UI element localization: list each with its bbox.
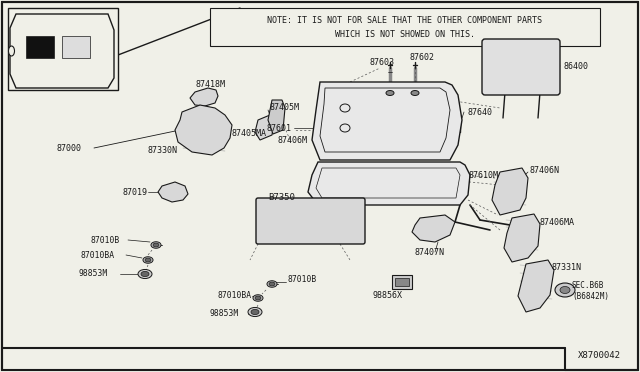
Text: 87010BA: 87010BA (218, 291, 252, 299)
Text: NOTE: IT IS NOT FOR SALE THAT THE OTHER COMPONENT PARTS: NOTE: IT IS NOT FOR SALE THAT THE OTHER … (268, 16, 543, 25)
Text: 87330N: 87330N (148, 145, 178, 154)
Text: 98853M: 98853M (210, 310, 239, 318)
Polygon shape (504, 214, 540, 262)
Polygon shape (518, 260, 554, 312)
Text: 98856X: 98856X (373, 292, 403, 301)
Ellipse shape (143, 257, 153, 263)
Text: B7350: B7350 (268, 192, 295, 202)
Text: 87010B: 87010B (288, 276, 317, 285)
Polygon shape (175, 105, 232, 155)
Bar (395, 278, 409, 286)
FancyBboxPatch shape (256, 198, 365, 244)
Text: 87331N: 87331N (552, 263, 582, 273)
Ellipse shape (253, 295, 263, 301)
Ellipse shape (411, 90, 419, 96)
Text: X8700042: X8700042 (578, 352, 621, 360)
Text: 87000: 87000 (56, 144, 81, 153)
Ellipse shape (138, 269, 152, 279)
Text: 87603: 87603 (370, 58, 395, 67)
Text: 87418M: 87418M (196, 80, 226, 89)
Text: WHICH IS NOT SHOWED ON THIS.: WHICH IS NOT SHOWED ON THIS. (335, 29, 475, 38)
Ellipse shape (151, 242, 161, 248)
Polygon shape (268, 100, 285, 134)
Polygon shape (158, 182, 188, 202)
Text: 87640: 87640 (468, 108, 493, 116)
Polygon shape (412, 215, 455, 242)
Polygon shape (308, 162, 470, 205)
Ellipse shape (145, 258, 151, 262)
Text: (B6842M): (B6842M) (572, 292, 609, 301)
Text: 87406MA: 87406MA (540, 218, 575, 227)
Ellipse shape (386, 90, 394, 96)
Bar (8, 8, 118, 90)
Polygon shape (190, 88, 218, 106)
Ellipse shape (255, 296, 261, 300)
Text: 86400: 86400 (564, 61, 589, 71)
Text: 87010B: 87010B (90, 235, 119, 244)
Text: 87601: 87601 (267, 124, 292, 132)
Text: 87602: 87602 (410, 52, 435, 61)
Bar (392, 275, 412, 289)
Ellipse shape (560, 286, 570, 294)
Polygon shape (10, 14, 114, 88)
Polygon shape (492, 168, 528, 215)
Text: SEC.B6B: SEC.B6B (572, 282, 604, 291)
Ellipse shape (153, 243, 159, 247)
Text: 87407N: 87407N (415, 247, 445, 257)
Bar (210, 8, 600, 46)
Bar (26, 36, 54, 58)
Ellipse shape (8, 46, 15, 56)
Text: 87406N: 87406N (530, 166, 560, 174)
Bar (62, 36, 90, 58)
Ellipse shape (555, 283, 575, 297)
Text: 87406M: 87406M (278, 135, 308, 144)
Text: 87405M: 87405M (270, 103, 300, 112)
Text: 87405MA: 87405MA (232, 128, 267, 138)
FancyBboxPatch shape (482, 39, 560, 95)
Ellipse shape (248, 307, 262, 317)
Ellipse shape (251, 310, 259, 315)
Text: 87010BA: 87010BA (80, 250, 114, 260)
Text: 87610M: 87610M (469, 170, 499, 180)
Ellipse shape (269, 282, 275, 286)
Ellipse shape (267, 281, 277, 287)
Polygon shape (312, 82, 462, 160)
Text: 87019: 87019 (122, 187, 147, 196)
Polygon shape (255, 115, 274, 140)
Ellipse shape (141, 272, 149, 277)
Text: 98853M: 98853M (78, 269, 108, 279)
